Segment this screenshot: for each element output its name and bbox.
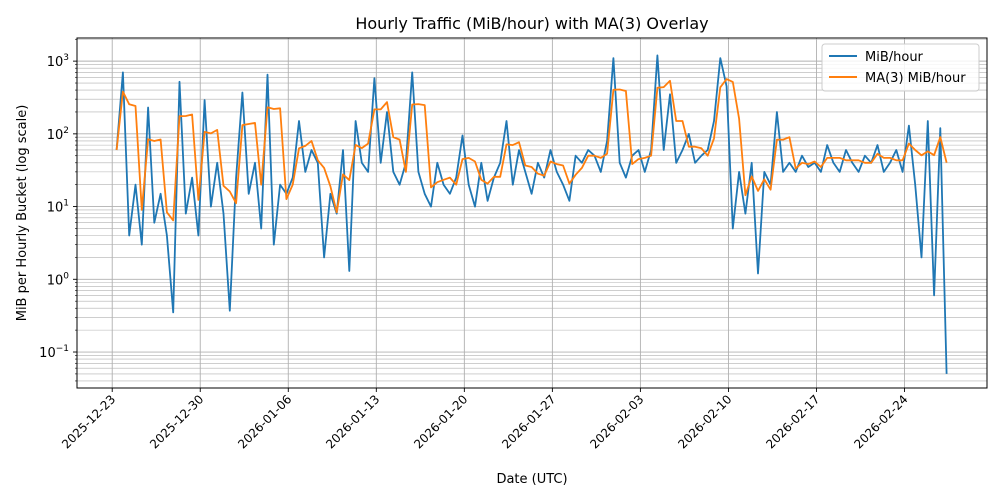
y-tick-label: 100 [47,271,70,288]
series-line-mib-hour [115,54,948,374]
x-tick-label: 2026-02-24 [851,392,910,451]
x-tick-label: 2025-12-30 [147,392,206,451]
x-tick-label: 2026-02-03 [587,392,646,451]
legend-label-ma: MA(3) MiB/hour [865,71,966,86]
plot-area-frame [76,37,988,389]
x-axis: 2025-12-23 2025-12-30 2026-01-06 2026-01-13… [59,388,911,451]
x-tick-label: 2026-02-17 [763,392,822,451]
y-tick-label: 102 [47,126,69,143]
x-tick-label: 2026-01-13 [323,392,382,451]
y-tick-label: 10−1 [39,344,69,361]
series-group [115,54,948,374]
series-line-ma3 [115,78,948,222]
x-tick-label: 2026-01-27 [499,392,558,451]
legend-box [821,43,980,92]
y-axis-label: MiB per Hourly Bucket (log scale) [15,105,30,322]
legend-label-raw: MiB/hour [865,50,924,65]
x-axis-label: Date (UTC) [496,472,567,487]
chart-title: Hourly Traffic (MiB/hour) with MA(3) Ove… [355,14,708,33]
x-tick-label: 2026-02-10 [675,392,734,451]
x-tick-label: 2026-01-06 [235,392,294,451]
y-axis: 10−1 100 101 102 103 [39,38,77,382]
y-tick-label: 103 [47,53,69,70]
x-tick-label: 2025-12-23 [59,392,118,451]
legend: MiB/hour MA(3) MiB/hour [821,43,980,92]
x-tick-label: 2026-01-20 [411,392,470,451]
y-tick-label: 101 [47,199,69,216]
